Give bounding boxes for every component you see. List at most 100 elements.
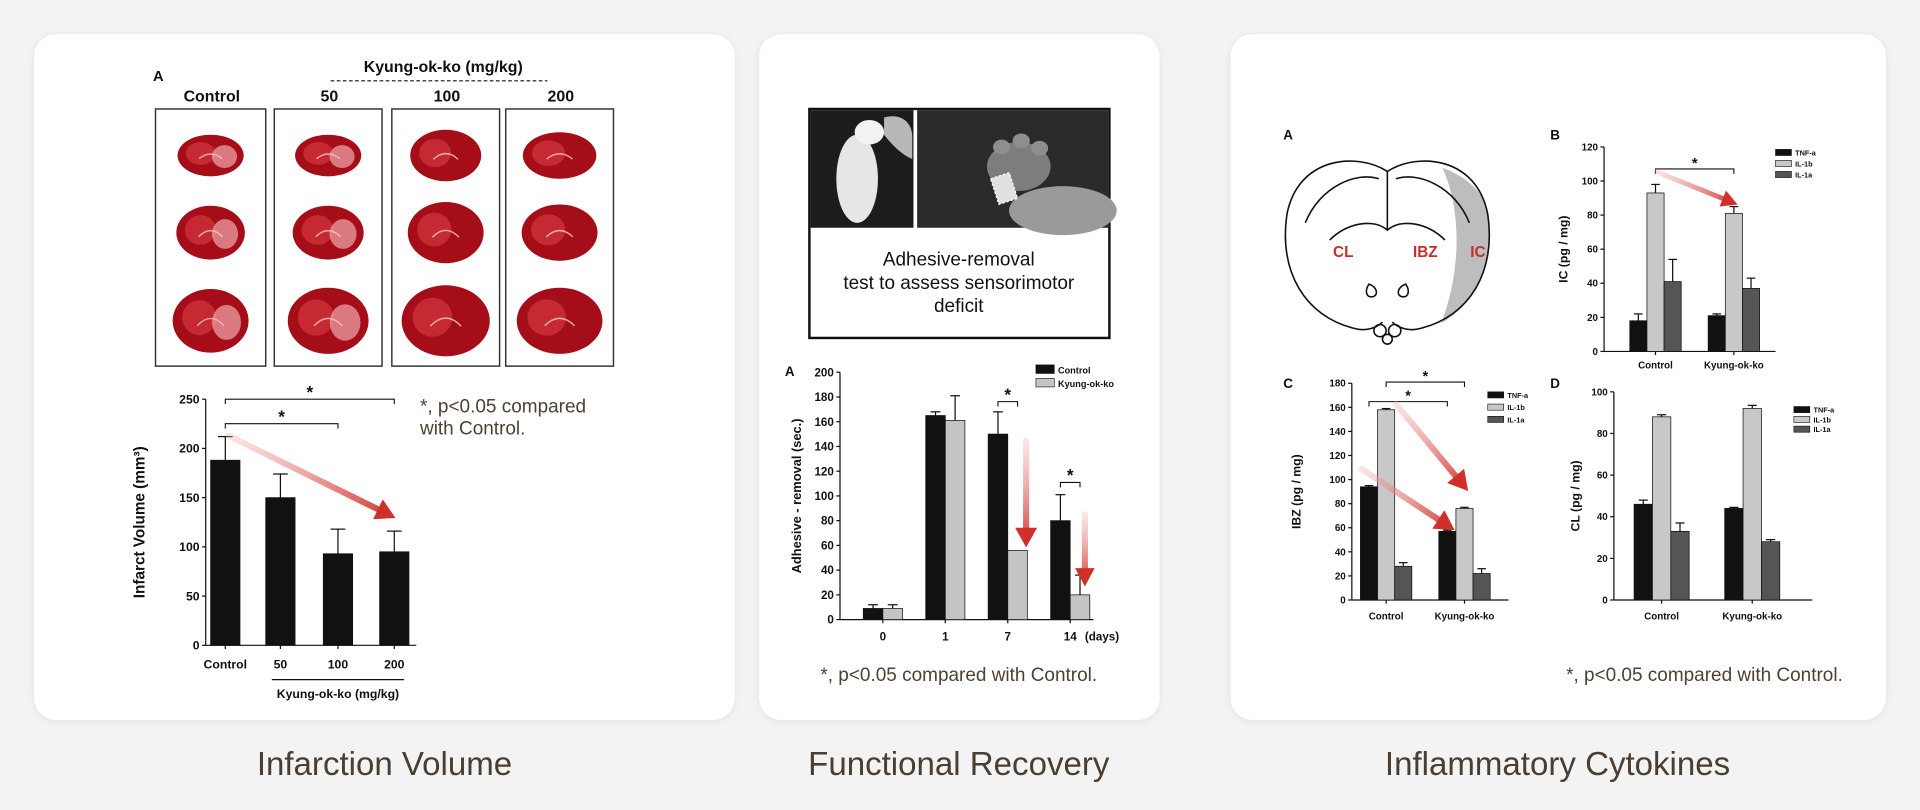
brain-slice-highlight — [412, 297, 453, 337]
brainstem-lobe — [1381, 333, 1394, 345]
x-tick-label: Control — [1369, 612, 1404, 623]
y-tick-label: 100 — [1329, 475, 1346, 486]
trend-arrow-shaft — [1653, 168, 1726, 201]
y-tick-label: 250 — [179, 392, 200, 406]
x-tick-label: Kyung-ok-ko — [1722, 612, 1782, 623]
y-axis-title: CL (pg / mg) — [1569, 460, 1583, 531]
y-tick-label: 0 — [1593, 347, 1599, 358]
brain-slice-highlight — [417, 212, 452, 247]
bar — [882, 608, 903, 620]
dose-header: Kyung-ok-ko (mg/kg) — [364, 59, 523, 76]
ventricle — [1397, 283, 1410, 298]
y-tick-label: 20 — [1587, 313, 1598, 324]
slice-ventricle — [544, 317, 576, 327]
significance-star: * — [1004, 384, 1011, 404]
legend-swatch — [1487, 416, 1504, 423]
y-tick-label: 80 — [1335, 499, 1346, 510]
brain-region-diagram: CL IBZ IC — [1284, 160, 1491, 345]
slice-ventricle — [315, 229, 342, 238]
bar — [987, 433, 1009, 620]
legend-label: TNF-a — [1795, 149, 1817, 158]
x-axis-unit: (days) — [1085, 630, 1119, 643]
y-tick-label: 40 — [1335, 547, 1346, 558]
bar — [210, 459, 241, 646]
trend-arrow-shaft — [1358, 465, 1442, 523]
bar — [1724, 213, 1743, 352]
slice-ventricle — [313, 317, 343, 327]
test-description: Adhesive-removal — [883, 250, 1035, 271]
left-hemisphere-outline — [1284, 160, 1388, 331]
significance-bracket — [1368, 401, 1448, 407]
bar — [1724, 508, 1744, 601]
y-tick-label: 0 — [827, 614, 833, 627]
y-axis-title: IC (pg / mg) — [1556, 216, 1570, 283]
brain-slice-highlight — [184, 215, 216, 245]
infarct-region — [329, 304, 361, 341]
legend-label: IL-1b — [1507, 403, 1525, 412]
y-tick-label: 100 — [1591, 387, 1608, 398]
region-label-ibz: IBZ — [1413, 244, 1438, 261]
paw-toe — [993, 139, 1011, 155]
brain-slice-photos — [154, 108, 615, 367]
trend-arrow-head — [1447, 468, 1469, 492]
adhesive-removal-chart: A 0 20 40 60 80 100 120 140 160 180 200 0 1 7 14 Adhesiv… — [785, 364, 1119, 643]
legend-label: IL-1a — [1795, 171, 1813, 180]
y-tick-label: 160 — [1329, 403, 1346, 414]
brain-slice-highlight — [301, 215, 334, 245]
y-tick-label: 100 — [179, 540, 200, 554]
trend-arrow-head — [1015, 527, 1038, 548]
brain-slice-highlight — [182, 300, 217, 336]
y-tick-label: 20 — [1335, 571, 1346, 582]
legend-label: IL-1b — [1813, 415, 1831, 424]
y-tick-label: 150 — [179, 491, 200, 505]
legend-swatch — [1487, 403, 1504, 411]
trend-arrow-head — [1075, 568, 1095, 587]
x-tick-label: Kyung-ok-ko — [1704, 361, 1764, 372]
x-tick-label: Control — [1638, 361, 1673, 372]
y-tick-label: 40 — [1597, 512, 1608, 523]
significance-star: * — [1067, 465, 1074, 485]
bar — [1629, 320, 1648, 352]
slice-ventricle — [546, 153, 573, 160]
paw-toe — [1012, 133, 1030, 149]
trend-arrows — [225, 168, 1738, 587]
bar — [1455, 508, 1474, 601]
trend-arrow-head — [373, 499, 396, 520]
bar — [862, 608, 884, 620]
bar — [1652, 416, 1672, 601]
y-tick-label: 180 — [1329, 379, 1346, 390]
ibz-cytokine-chart: C 0 20 40 60 80 100 120 140 160 180 Control Kyung-ok… — [1283, 369, 1529, 623]
bar — [379, 551, 410, 646]
image-column-label: Control — [184, 89, 241, 106]
y-tick-label: 20 — [1597, 554, 1608, 565]
region-label-cl: CL — [1333, 244, 1353, 261]
trend-arrow-shaft — [1392, 401, 1459, 480]
card-inflammatory-cytokines: A CL IBZ IC B 0 20 40 60 80 100 120 Control Kyung… — [1230, 34, 1886, 721]
significance-bracket — [224, 423, 339, 429]
significance-note: *, p<0.05 compared with Control. — [820, 665, 1097, 686]
bar — [1069, 594, 1091, 620]
infarct-region — [211, 219, 239, 249]
significance-star: * — [1422, 369, 1428, 385]
y-tick-label: 60 — [821, 539, 834, 552]
slice-ventricle — [196, 317, 225, 327]
slice-ventricle — [429, 317, 462, 327]
panel-letter: C — [1283, 376, 1293, 391]
bar — [1663, 281, 1682, 352]
x-tick-label: Kyung-ok-ko — [1435, 612, 1495, 623]
significance-note: with Control. — [419, 419, 525, 440]
bar — [944, 420, 966, 620]
panel-letter: A — [1283, 128, 1293, 143]
y-tick-label: 60 — [1335, 523, 1346, 534]
y-axis-title: Adhesive - removal (sec.) — [789, 418, 804, 573]
panel-letter: B — [1550, 128, 1560, 143]
infarct-region — [211, 145, 238, 168]
y-tick-label: 0 — [1340, 595, 1346, 606]
bar — [265, 497, 296, 646]
brainstem-lobe — [1387, 323, 1402, 338]
x-tick-label: 1 — [942, 630, 949, 643]
bar — [1742, 408, 1762, 601]
x-tick-label: Control — [204, 658, 248, 672]
legend-swatch — [1793, 425, 1811, 433]
bar — [1670, 530, 1690, 601]
